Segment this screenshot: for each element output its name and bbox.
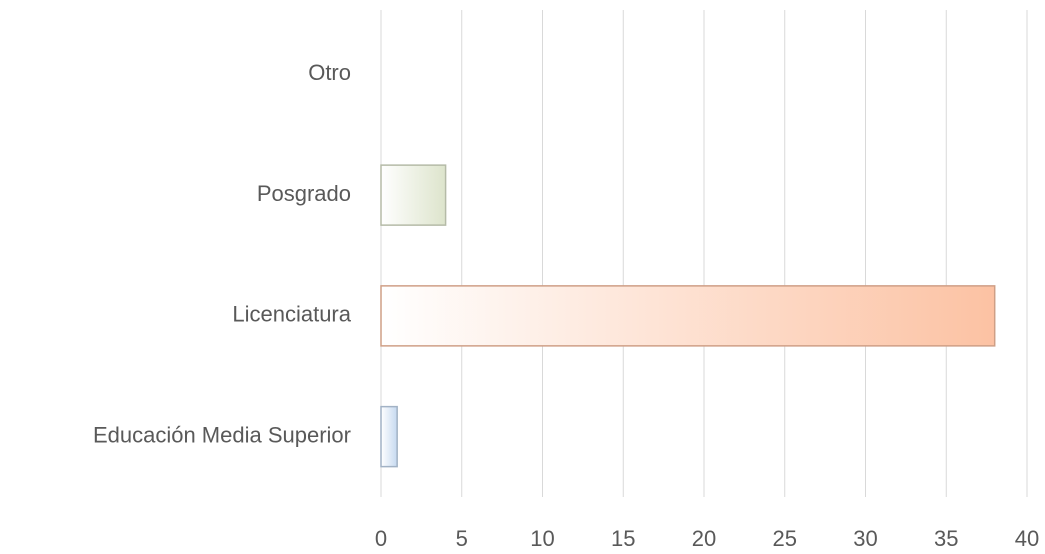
- bar: [380, 285, 996, 347]
- y-tick-label: Posgrado: [257, 181, 351, 206]
- x-tick-label: 0: [375, 526, 387, 551]
- y-tick-label: Licenciatura: [232, 302, 351, 327]
- x-tick-label: 35: [934, 526, 958, 551]
- x-tick-label: 30: [853, 526, 877, 551]
- x-tick-label: 15: [611, 526, 635, 551]
- x-tick-label: 20: [692, 526, 716, 551]
- x-tick-label: 10: [530, 526, 554, 551]
- x-tick-label: 25: [773, 526, 797, 551]
- bar: [380, 164, 447, 226]
- x-tick-label: 40: [1015, 526, 1039, 551]
- y-tick-label: Otro: [308, 60, 351, 85]
- x-tick-label: 5: [456, 526, 468, 551]
- y-tick-label: Educación Media Superior: [93, 422, 351, 447]
- bar: [380, 405, 398, 468]
